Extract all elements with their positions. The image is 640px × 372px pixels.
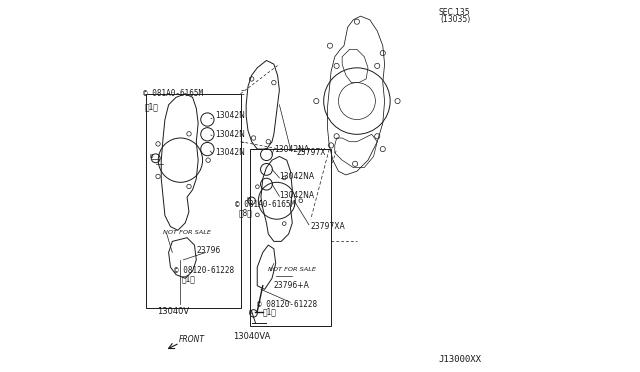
Text: © 08120-61228: © 08120-61228 (174, 266, 234, 275)
Bar (250, 149, 331, 326)
Text: 13042NA: 13042NA (274, 145, 309, 154)
Text: 〈1〉: 〈1〉 (182, 275, 195, 283)
Text: B: B (150, 154, 153, 159)
Text: © 081A0-6165M: © 081A0-6165M (143, 89, 203, 98)
Text: © 08120-61228: © 08120-61228 (257, 300, 317, 310)
Text: NOT FOR SALE: NOT FOR SALE (268, 267, 316, 272)
Text: 〈1〉: 〈1〉 (145, 102, 159, 111)
Text: 23797XA: 23797XA (311, 222, 346, 231)
Text: 13042N: 13042N (215, 111, 244, 121)
Text: 23796+A: 23796+A (274, 281, 310, 290)
Bar (147, 94, 241, 308)
Text: 〈8〉: 〈8〉 (239, 208, 253, 217)
Text: 13042N: 13042N (215, 130, 244, 139)
Text: 23797X: 23797X (296, 148, 326, 157)
Text: B: B (248, 310, 252, 315)
Text: 〈1〉: 〈1〉 (263, 308, 276, 317)
Text: B: B (246, 197, 250, 202)
Text: NOT FOR SALE: NOT FOR SALE (163, 230, 211, 235)
Text: 13040V: 13040V (157, 307, 189, 316)
Text: 13040VA: 13040VA (233, 332, 271, 341)
Text: SEC.135: SEC.135 (438, 8, 470, 17)
Text: 13042N: 13042N (215, 148, 244, 157)
Text: 23796: 23796 (196, 246, 221, 255)
Text: 13042NA: 13042NA (280, 172, 314, 181)
Text: J13000XX: J13000XX (438, 355, 481, 364)
Text: 13042NA: 13042NA (280, 191, 314, 200)
Text: © 081A0-6165M: © 081A0-6165M (235, 200, 295, 209)
Text: (13035): (13035) (440, 15, 470, 24)
Text: FRONT: FRONT (179, 335, 205, 344)
